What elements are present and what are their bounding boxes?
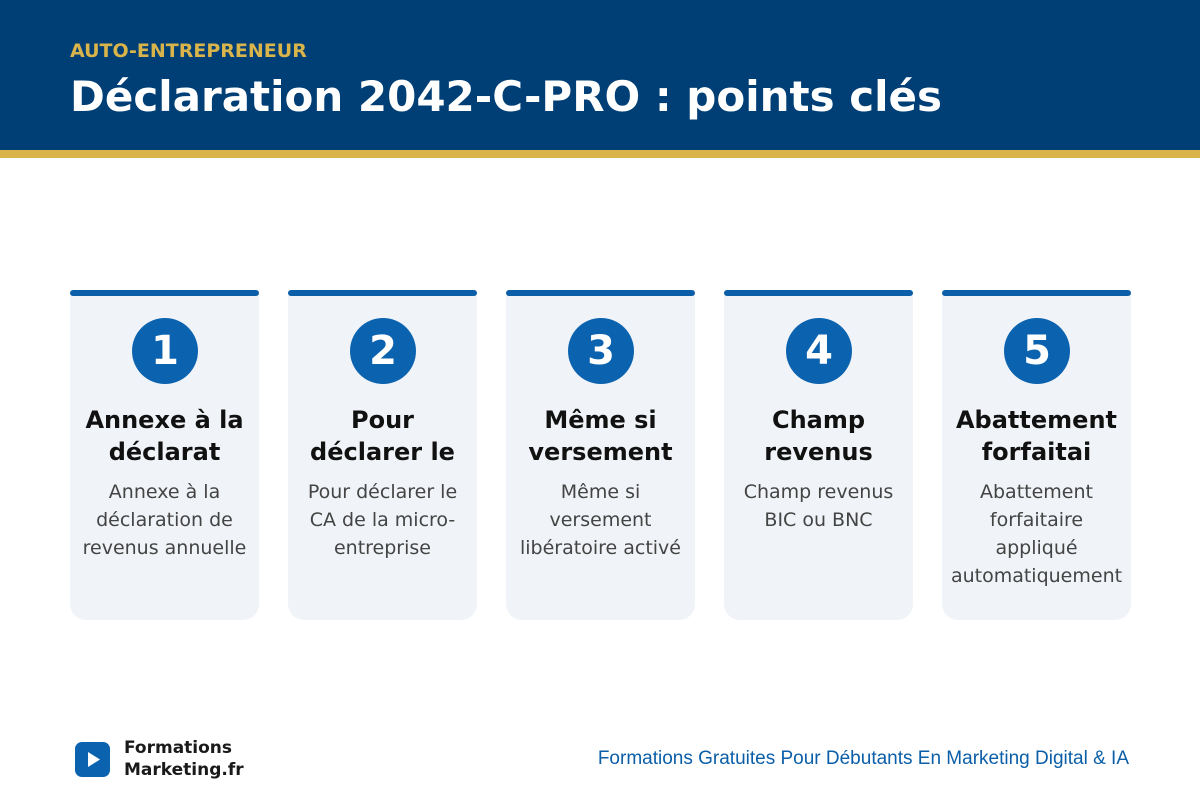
card-title: Annexe à la déclarat [85, 406, 244, 466]
card-number: 1 [132, 318, 198, 384]
card-top-bar [942, 290, 1131, 296]
card: 1 Annexe à la déclarat Annexe à la déclara… [70, 290, 259, 620]
card-title: Même si versement [528, 406, 673, 466]
card-title: Champ revenus [764, 406, 873, 466]
gold-bar [0, 150, 1200, 158]
logo-text: Marketing.fr [124, 760, 244, 780]
logo-icon [75, 742, 110, 777]
card: 4 Champ revenus Champ revenus BIC ou BNC [724, 290, 913, 620]
tagline: Formations Gratuites Pour Débutants En M… [597, 748, 1129, 769]
card-text: Pour déclarer le CA de la micro-entrepri… [307, 481, 458, 559]
card-text: Abattement forfaitaire appliqué automati… [950, 481, 1123, 587]
logo-text: Marketing [124, 760, 222, 780]
card-text: Annexe à la déclaration de revenus annue… [82, 481, 247, 559]
logo-suffix: .fr [221, 760, 244, 780]
card-top-bar [506, 290, 695, 296]
card-text: Même si versement libératoire activé [520, 481, 681, 559]
card-top-bar [70, 290, 259, 296]
kicker: AUTO-ENTREPRENEUR [70, 40, 307, 62]
card-top-bar [724, 290, 913, 296]
card-title: Abattement forfaitai [955, 406, 1117, 466]
card-top-bar [288, 290, 477, 296]
card: 5 Abattement forfaitai Abattement forfaita… [942, 290, 1131, 620]
card-number: 5 [1004, 318, 1070, 384]
logo-text: Formations [124, 738, 233, 758]
card-title: Pour déclarer le [310, 406, 455, 466]
header: AUTO-ENTREPRENEUR Déclaration 2042-C-PRO… [0, 0, 1200, 150]
card-number: 4 [786, 318, 852, 384]
card-text: Champ revenus BIC ou BNC [743, 481, 894, 531]
card-number: 2 [350, 318, 416, 384]
title: Déclaration 2042-C-PRO : points clés [70, 72, 942, 121]
card: 2 Pour déclarer le Pour déclarer le CA de … [288, 290, 477, 620]
card-number: 3 [568, 318, 634, 384]
card: 3 Même si versement Même si versement libé… [506, 290, 695, 620]
